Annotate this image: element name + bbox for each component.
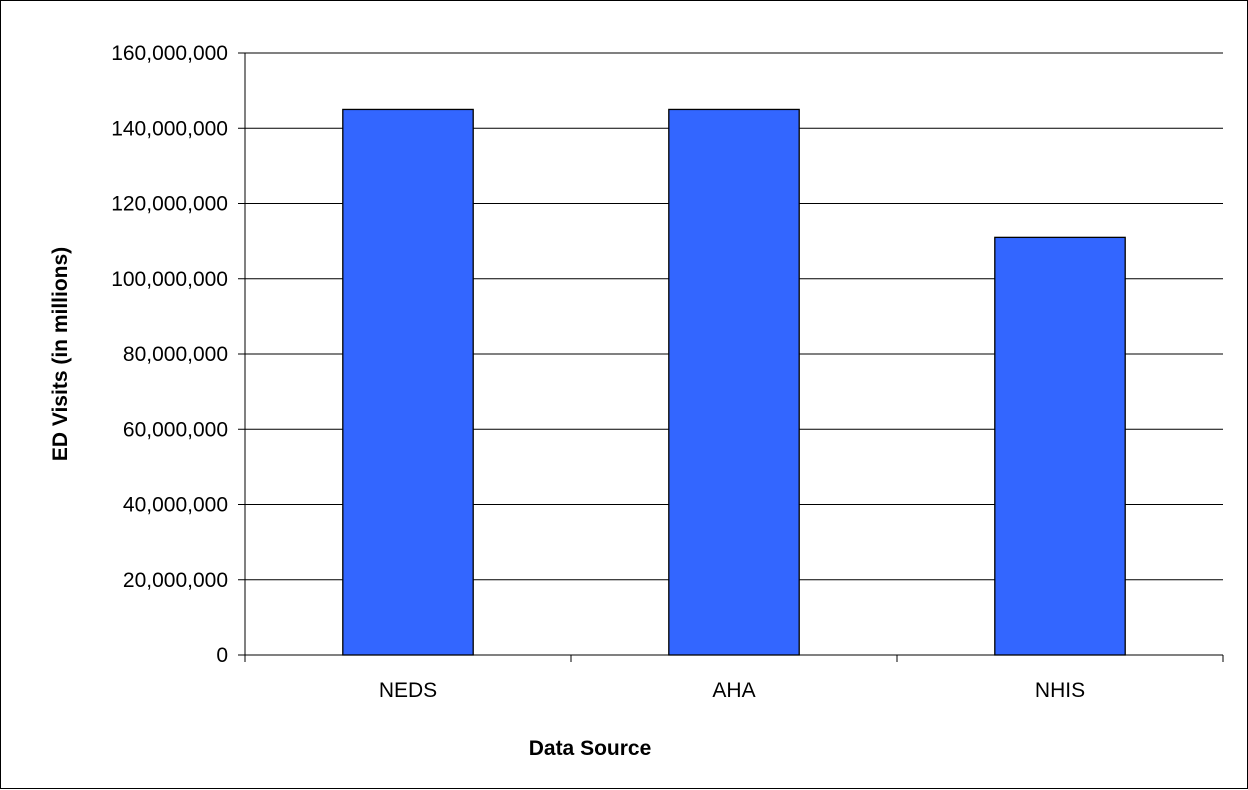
y-axis-title: ED Visits (in millions) xyxy=(49,247,72,461)
y-tick-label: 160,000,000 xyxy=(111,42,228,65)
x-axis-ticks: NEDS AHA NHIS xyxy=(244,655,1224,702)
bar-aha xyxy=(668,108,800,656)
bar-neds xyxy=(342,108,474,656)
bar-nhis xyxy=(994,236,1126,656)
y-axis-ticks: 0 20,000,000 40,000,000 60,000,000 80,000,00… xyxy=(111,42,245,667)
y-tick-label: 140,000,000 xyxy=(111,117,228,140)
x-tick-label: NHIS xyxy=(1035,679,1085,702)
y-tick-label: 100,000,000 xyxy=(111,268,228,291)
y-tick-label: 0 xyxy=(216,644,228,667)
x-tick-label: AHA xyxy=(712,679,755,702)
y-tick-label: 80,000,000 xyxy=(123,343,228,366)
y-tick-label: 120,000,000 xyxy=(111,193,228,216)
y-tick-label: 60,000,000 xyxy=(123,418,228,441)
bars xyxy=(342,108,1126,656)
y-tick-label: 40,000,000 xyxy=(123,494,228,517)
x-axis-title: Data Source xyxy=(529,737,652,760)
plot-area: 0 20,000,000 40,000,000 60,000,000 80,000,00… xyxy=(111,42,1224,702)
x-tick-label: NEDS xyxy=(379,679,437,702)
y-tick-label: 20,000,000 xyxy=(123,569,228,592)
